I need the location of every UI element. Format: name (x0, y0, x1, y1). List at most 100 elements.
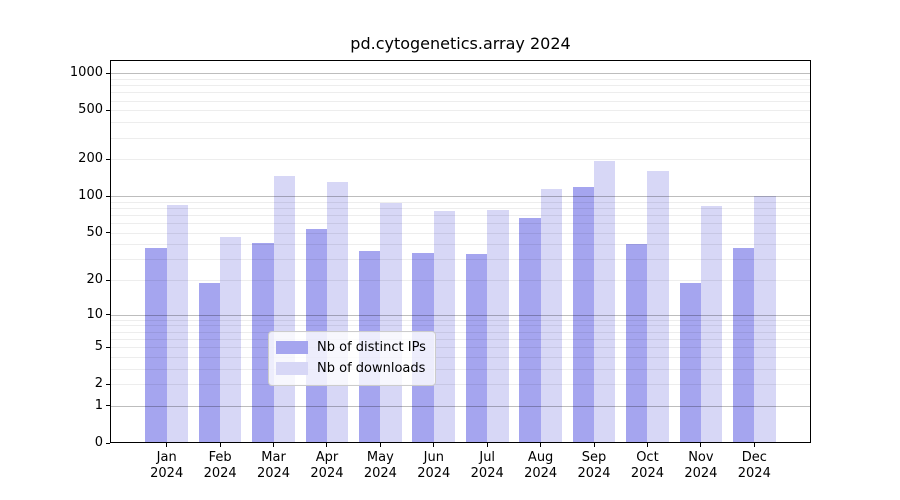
bar-downloads-sep (594, 161, 616, 443)
bar-ips-dec (733, 248, 755, 443)
x-tick-label: Jun 2024 (417, 450, 451, 481)
x-axis-tick (273, 443, 275, 447)
y-axis-tick (106, 232, 110, 234)
y-axis-tick (106, 442, 110, 444)
bar-ips-sep (572, 187, 595, 443)
y-tick-label: 1 (94, 397, 103, 413)
x-tick-label: Dec 2024 (737, 450, 771, 481)
gridline-minor (110, 79, 811, 81)
gridline-major (110, 314, 811, 316)
x-axis-tick (486, 443, 488, 447)
bar-downloads-dec (754, 195, 776, 443)
bar-ips-aug (519, 218, 541, 443)
bar-ips-jan (145, 248, 167, 443)
gridline-minor (110, 325, 811, 327)
x-axis-tick (593, 443, 595, 447)
gridline-major (110, 405, 811, 407)
gridline-minor (110, 356, 811, 358)
legend-swatch-downloads (276, 362, 308, 375)
bar-downloads-feb (220, 237, 242, 443)
chart-title: pd.cytogenetics.array 2024 (350, 34, 571, 53)
bar-downloads-jul (487, 209, 509, 443)
x-tick-label: Jul 2024 (470, 450, 504, 481)
bar-downloads-jun (433, 211, 456, 443)
bar-ips-jul (465, 254, 488, 443)
x-tick-label: Oct 2024 (630, 450, 664, 481)
x-axis-tick (646, 443, 648, 447)
gridline-minor (110, 338, 811, 340)
y-axis-tick (106, 109, 110, 111)
bar-ips-feb (198, 282, 221, 443)
x-tick-label: Jan 2024 (150, 450, 184, 481)
plot-area (110, 60, 811, 443)
gridline-major (110, 196, 811, 198)
x-tick-label: Sep 2024 (577, 450, 611, 481)
y-tick-label: 100 (78, 188, 103, 204)
gridline-minor (110, 201, 811, 203)
x-axis-tick (379, 443, 381, 447)
x-tick-label: May 2024 (363, 450, 397, 481)
axis-spine-bottom (110, 442, 811, 443)
gridline-minor (110, 207, 811, 209)
y-axis-tick (106, 405, 110, 407)
legend: Nb of distinct IPs Nb of downloads (268, 331, 436, 386)
gridline-minor (110, 100, 811, 102)
y-tick-label: 2 (94, 376, 103, 392)
y-tick-label: 20 (86, 272, 103, 288)
x-tick-label: Apr 2024 (310, 450, 344, 481)
gridline-minor (110, 92, 811, 94)
axis-spine-right (810, 60, 811, 443)
x-axis-tick (753, 443, 755, 447)
legend-item-downloads: Nb of downloads (276, 358, 426, 379)
bar-downloads-nov (700, 205, 723, 443)
x-axis-tick (326, 443, 328, 447)
y-tick-label: 0 (94, 435, 103, 450)
y-axis-tick (106, 158, 110, 160)
bar-downloads-may (380, 202, 402, 443)
x-tick-label: Nov 2024 (684, 450, 718, 481)
y-tick-label: 200 (78, 151, 103, 167)
gridline-major (110, 73, 811, 75)
y-axis-tick (106, 279, 110, 281)
axis-spine-left (110, 60, 111, 443)
bar-downloads-apr (326, 182, 349, 443)
x-axis-tick (433, 443, 435, 447)
gridline-minor (110, 137, 811, 139)
y-tick-label: 1000 (69, 65, 103, 81)
y-axis-tick (106, 383, 110, 385)
gridline-minor (110, 319, 811, 321)
y-axis-tick (106, 346, 110, 348)
gridline-minor (110, 368, 811, 370)
bar-downloads-oct (647, 170, 669, 443)
bar-ips-oct (626, 244, 648, 443)
gridline-minor (110, 223, 811, 225)
gridline-minor (110, 110, 811, 112)
y-tick-label: 500 (78, 102, 103, 118)
gridline-minor (110, 232, 811, 234)
gridline-minor (110, 214, 811, 216)
x-axis-tick (166, 443, 168, 447)
gridline-minor (110, 85, 811, 87)
axis-spine-top (110, 60, 811, 61)
gridline-minor (110, 384, 811, 386)
y-axis-tick (106, 314, 110, 316)
x-tick-label: Mar 2024 (256, 450, 291, 481)
legend-item-distinct-ips: Nb of distinct IPs (276, 337, 426, 358)
x-axis-tick (540, 443, 542, 447)
gridline-minor (110, 259, 811, 261)
legend-swatch-ips (276, 341, 308, 354)
legend-label-ips: Nb of distinct IPs (317, 340, 426, 355)
y-axis-tick (106, 72, 110, 74)
gridline-minor (110, 244, 811, 246)
gridline-minor (110, 122, 811, 124)
x-axis-tick (219, 443, 221, 447)
bar-ips-mar (252, 243, 274, 443)
x-tick-label: Feb 2024 (203, 450, 237, 481)
legend-label-downloads: Nb of downloads (317, 361, 426, 376)
gridline-minor (110, 347, 811, 349)
gridline-minor (110, 331, 811, 333)
y-tick-label: 5 (94, 339, 103, 355)
gridline-minor (110, 159, 811, 161)
bar-ips-nov (679, 282, 701, 443)
